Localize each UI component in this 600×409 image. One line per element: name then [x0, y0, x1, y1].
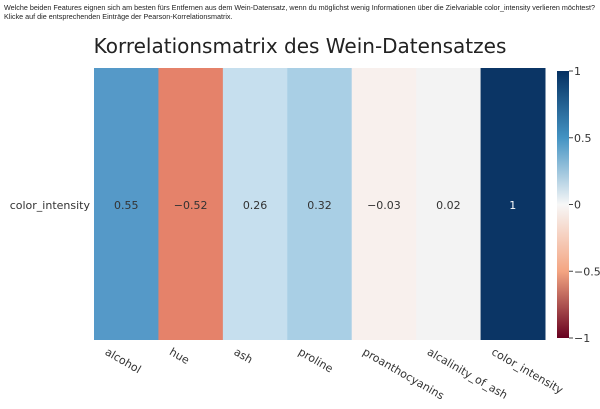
x-tick-label: hue	[167, 345, 192, 367]
x-tick-label: ash	[232, 345, 255, 366]
heatmap-cell-proline[interactable]	[287, 68, 353, 340]
heatmap-cell-ash[interactable]	[222, 68, 288, 340]
x-tick-label: alcohol	[103, 345, 144, 376]
chart-title: Korrelationsmatrix des Wein-Datensatzes	[93, 34, 507, 58]
heatmap-cell-proanthocyanins[interactable]	[351, 68, 417, 340]
heatmap-cell-alcohol[interactable]	[94, 68, 159, 340]
question-text: Welche beiden Features eignen sich am be…	[4, 3, 596, 21]
colorbar-tick-label: 1	[574, 65, 581, 78]
cell-value-label: −0.03	[367, 199, 401, 212]
colorbar-tick-label: 0	[574, 199, 581, 212]
cell-value-label: 1	[509, 199, 516, 212]
cell-value-label: 0.55	[114, 199, 139, 212]
x-tick-label: proline	[296, 345, 335, 375]
colorbar-tick-label: 0.5	[574, 132, 592, 145]
colorbar	[557, 71, 569, 338]
heatmap-cell-color_intensity[interactable]	[480, 68, 546, 340]
heatmap-cell-hue[interactable]	[158, 68, 224, 340]
colorbar-tick-label: −0.5	[574, 265, 600, 278]
cell-value-label: 0.02	[436, 199, 461, 212]
cell-value-label: −0.52	[174, 199, 208, 212]
y-tick-label: color_intensity	[10, 199, 91, 212]
colorbar-tick-label: −1	[574, 332, 590, 345]
cell-value-label: 0.32	[307, 199, 332, 212]
heatmap-cell-alcalinity_of_ash[interactable]	[416, 68, 482, 340]
cell-value-label: 0.26	[243, 199, 268, 212]
